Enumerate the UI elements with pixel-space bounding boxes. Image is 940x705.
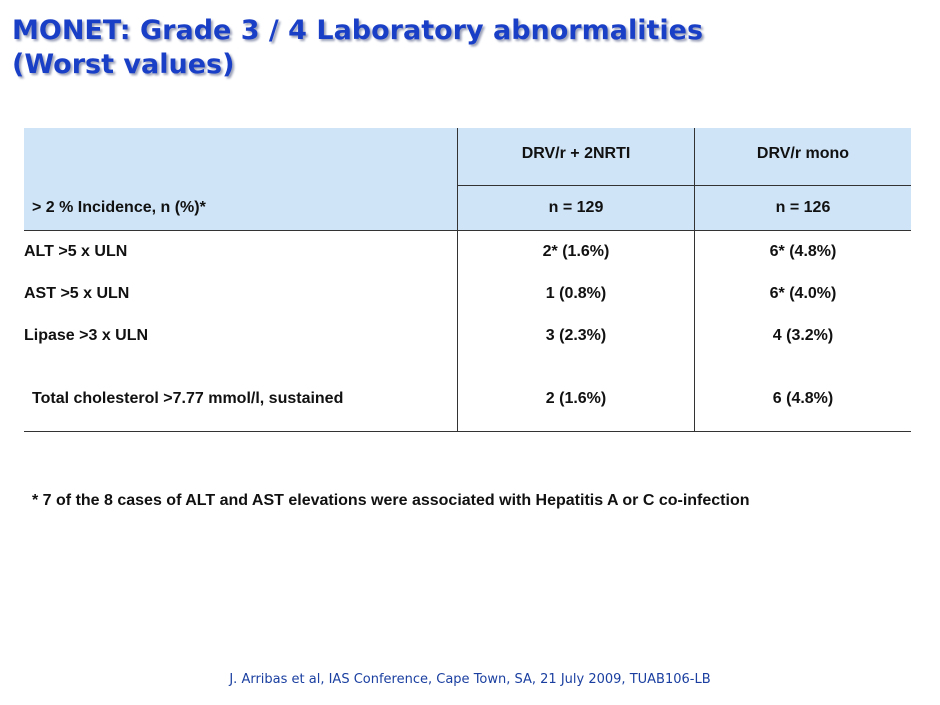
row-col2-value: 6* (4.0%) (694, 273, 911, 315)
header-col2-name: DRV/r mono (694, 128, 911, 186)
row-col2-value: 6* (4.8%) (694, 230, 911, 273)
row-col1-value: 3 (2.3%) (457, 315, 695, 357)
row-col1-value: 1 (0.8%) (457, 273, 695, 315)
row-label: ALT >5 x ULN (24, 243, 128, 260)
page-title: MONET: Grade 3 / 4 Laboratory abnormalit… (12, 14, 703, 82)
row-label: Total cholesterol >7.77 mmol/l, sustaine… (32, 390, 344, 407)
table-row: ALT >5 x ULN 2* (1.6%) 6* (4.8%) (24, 230, 911, 273)
header-corner-cell (24, 128, 458, 186)
table-row: AST >5 x ULN 1 (0.8%) 6* (4.0%) (24, 273, 911, 315)
row-col2-value: 4 (3.2%) (694, 315, 911, 357)
row-label: Lipase >3 x ULN (24, 327, 149, 344)
header-col2-n: n = 126 (694, 185, 911, 231)
row-col2-value: 6 (4.8%) (694, 357, 911, 432)
header-row-label: > 2 % Incidence, n (%)* (32, 198, 206, 216)
row-label: AST >5 x ULN (24, 285, 130, 302)
footnote: * 7 of the 8 cases of ALT and AST elevat… (32, 492, 750, 509)
table-header-n-row: > 2 % Incidence, n (%)* n = 129 n = 126 (24, 185, 911, 231)
row-col1-value: 2* (1.6%) (457, 230, 695, 273)
table-row: Total cholesterol >7.77 mmol/l, sustaine… (24, 357, 911, 432)
header-col1-n: n = 129 (457, 185, 695, 231)
title-line-2: (Worst values) (12, 49, 235, 80)
table-header-row: DRV/r + 2NRTI DRV/r mono (24, 128, 911, 186)
row-col1-value: 2 (1.6%) (457, 357, 695, 432)
header-col1-name: DRV/r + 2NRTI (457, 128, 695, 186)
citation: J. Arribas et al, IAS Conference, Cape T… (229, 672, 711, 687)
table-row: Lipase >3 x ULN 3 (2.3%) 4 (3.2%) (24, 315, 911, 357)
title-line-1: MONET: Grade 3 / 4 Laboratory abnormalit… (12, 15, 704, 46)
lab-abnormalities-table: DRV/r + 2NRTI DRV/r mono > 2 % Incidence… (24, 128, 911, 432)
